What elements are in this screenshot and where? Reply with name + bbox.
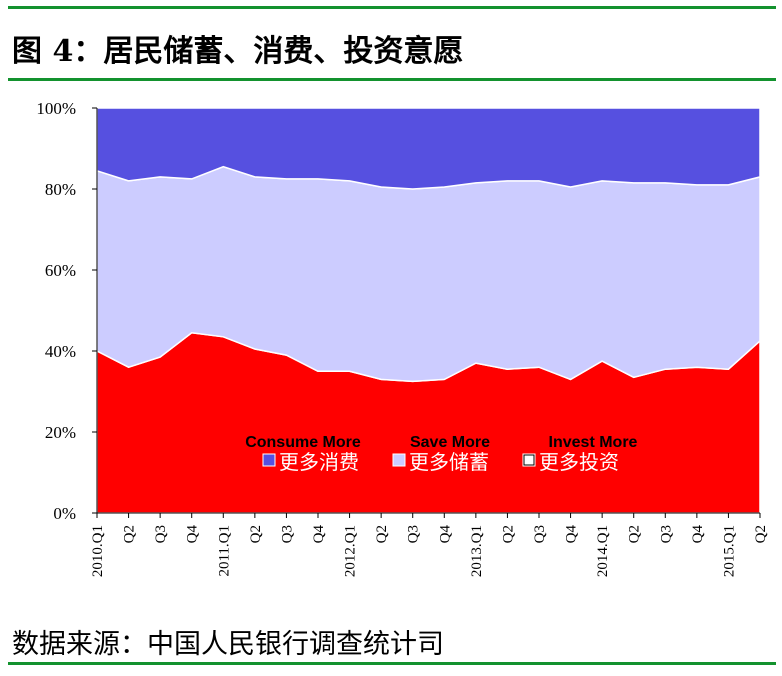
x-tick-label: Q4 (185, 525, 201, 544)
y-tick-label: 0% (53, 504, 76, 523)
area-series-group (96, 107, 761, 514)
source-note: 数据来源：中国人民银行调查统计司 (12, 629, 444, 660)
legend-label-en: Invest More (549, 434, 638, 451)
x-tick-label: Q3 (532, 525, 548, 543)
legend-label-cn: 更多消费 (279, 450, 359, 474)
x-tick-label: Q3 (279, 525, 295, 543)
x-tick-label: Q3 (406, 525, 422, 543)
x-tick-label: Q4 (690, 525, 706, 544)
bottom-rule (8, 662, 776, 665)
legend-swatch (262, 453, 276, 467)
top-rule (8, 6, 776, 9)
x-tick-label: 2011.Q1 (216, 525, 232, 577)
x-tick-label: Q2 (122, 525, 138, 543)
x-tick-label: Q4 (437, 525, 453, 544)
area-consume-more (96, 107, 761, 190)
x-tick-label: Q4 (311, 525, 327, 544)
x-tick-label: 2010.Q1 (90, 525, 106, 577)
header-rule (8, 78, 776, 81)
legend-swatch (392, 453, 406, 467)
x-tick-label: 2013.Q1 (469, 525, 485, 577)
legend-label-en: Save More (410, 434, 490, 451)
x-tick-label: 2014.Q1 (595, 525, 611, 577)
x-tick-label: 2015.Q1 (721, 525, 737, 577)
y-tick-label: 40% (45, 342, 76, 361)
figure-title: 图 4：居民储蓄、消费、投资意愿 (12, 34, 464, 69)
legend-swatch-border (523, 454, 535, 466)
axes-group: 0% 20% 40% 60% 80% 100% 2010.Q1 Q2 Q3 Q4 2011.Q1 Q2… (36, 99, 769, 577)
y-tick-label: 60% (45, 261, 76, 280)
x-tick-label: Q3 (153, 525, 169, 543)
legend-swatch (522, 453, 536, 467)
legend-label-cn: 更多投资 (539, 450, 619, 474)
x-tick-label: Q2 (374, 525, 390, 543)
legend-label-en: Consume More (245, 434, 361, 451)
y-tick-label: 20% (45, 423, 76, 442)
y-tick-label: 100% (36, 99, 76, 118)
legend: Consume More Save More Invest More 更多消费 更多储蓄… (245, 434, 637, 474)
x-tick-label: Q2 (248, 525, 264, 543)
x-tick-label: Q2 (627, 525, 643, 543)
x-tick-label: 2012.Q1 (343, 525, 359, 577)
x-tick-label: Q2 (500, 525, 516, 543)
legend-label-cn: 更多储蓄 (409, 450, 489, 474)
x-tick-label: Q2 (753, 525, 769, 543)
y-tick-label: 80% (45, 180, 76, 199)
x-tick-label: Q4 (564, 525, 580, 544)
x-tick-label: Q3 (658, 525, 674, 543)
